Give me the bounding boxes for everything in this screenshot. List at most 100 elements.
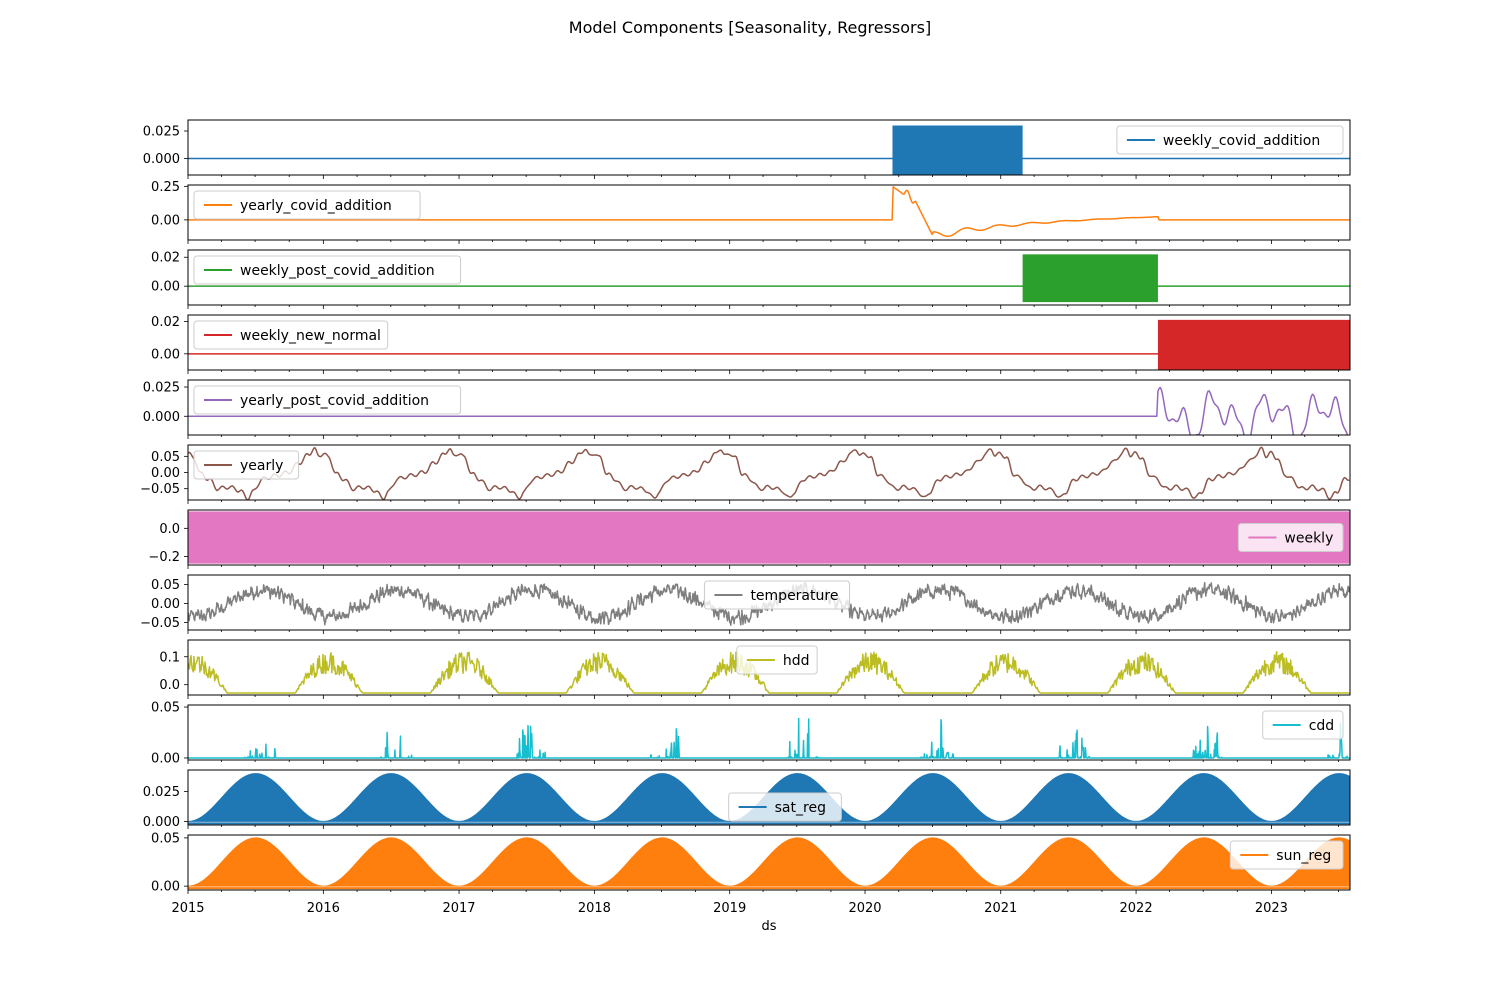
legend-box: [193, 190, 421, 220]
y-tick-label: −0.2: [148, 550, 180, 565]
panel-weekly_covid_addition: 0.025 0.000 weekly_covid_addition: [143, 119, 1351, 179]
series-band-weekly: [188, 511, 1350, 564]
panel-cdd: 0.05 0.00 cdd: [151, 701, 1351, 766]
legend-label: sat_reg: [775, 800, 826, 816]
y-tick-label: 0.00: [151, 597, 180, 612]
legend-weekly: weekly: [1237, 523, 1344, 552]
legend-label: yearly_post_covid_addition: [240, 393, 429, 409]
legend-box: [1116, 125, 1344, 155]
panel-yearly_post_covid_addition: 0.025 0.000 yearly_post_covid_addition: [143, 379, 1351, 439]
axes-frame: [187, 509, 1351, 566]
legend-box: [736, 645, 818, 675]
y-tick-label: 0.05: [151, 831, 180, 846]
x-tick-label: 2019: [713, 901, 746, 916]
legend-sat_reg: sat_reg: [728, 792, 842, 822]
legend-label: weekly: [1284, 531, 1333, 547]
x-tick-label: 2020: [848, 901, 881, 916]
y-tick-label: 0.0: [159, 522, 180, 537]
panel-weekly_post_covid_addition: 0.02 0.00 weekly_post_covid_addition: [151, 249, 1351, 309]
panel-yearly: 0.050.00−0.05 yearly: [140, 444, 1351, 504]
legend-weekly_new_normal: weekly_new_normal: [193, 320, 389, 350]
y-tick-label: −0.05: [140, 482, 180, 497]
y-tick-label: 0.000: [143, 152, 180, 167]
legend-box: [1237, 523, 1344, 552]
x-tick-label: 2023: [1255, 901, 1288, 916]
panel-weekly: 0.0 −0.2 weekly: [148, 509, 1351, 569]
y-tick-label: 0.05: [151, 450, 180, 465]
plot-area: [188, 254, 1350, 303]
y-tick-label: 0.000: [143, 410, 180, 425]
axes-frame: [187, 249, 1351, 306]
series-line-yearly_covid_addition: [188, 186, 1350, 238]
axes-frame: [187, 639, 1351, 696]
legend-box: [193, 320, 389, 350]
plot-area: [188, 837, 1350, 890]
axes-frame: [187, 704, 1351, 761]
panel-temperature: 0.05 0.00 −0.05 temperature: [140, 574, 1351, 634]
legend-label: temperature: [750, 588, 838, 604]
plot-area: [188, 650, 1350, 694]
y-tick-label: 0.1: [159, 650, 180, 665]
y-tick-label: 0.00: [151, 347, 180, 362]
plot-area: [188, 186, 1350, 238]
plot-area: [188, 386, 1349, 435]
legend-weekly_post_covid_addition: weekly_post_covid_addition: [193, 255, 462, 285]
legend-label: weekly_new_normal: [240, 328, 381, 344]
series-band-weekly_covid_addition: [892, 125, 1023, 175]
legend-box: [193, 255, 462, 285]
y-tick-label: 0.0: [159, 678, 180, 693]
legend-weekly_covid_addition: weekly_covid_addition: [1116, 125, 1344, 155]
x-tick-label: 2021: [984, 901, 1017, 916]
legend-yearly_post_covid_addition: yearly_post_covid_addition: [193, 385, 462, 415]
y-tick-label: 0.02: [151, 251, 180, 266]
x-tick-label: 2017: [442, 901, 475, 916]
x-tick-label: 2018: [578, 901, 611, 916]
y-tick-label: 0.00: [151, 213, 180, 228]
axes-frame: [187, 184, 1351, 241]
axes-frame: [187, 574, 1351, 631]
legend-box: [1262, 710, 1344, 740]
y-tick-label: 0.00: [151, 466, 180, 481]
y-tick-label: 0.025: [143, 785, 180, 800]
panel-weekly_new_normal: 0.02 0.00 weekly_new_normal: [151, 314, 1351, 374]
legend-box: [728, 792, 842, 822]
legend-cdd: cdd: [1262, 710, 1344, 740]
axes-frame: [187, 119, 1351, 176]
y-tick-label: 0.02: [151, 315, 180, 330]
plot-area: [188, 717, 1350, 759]
legend-yearly: yearly: [193, 450, 300, 480]
panel-sat_reg: 0.025 0.000 sat_reg: [143, 769, 1351, 830]
legend-label: yearly_covid_addition: [240, 198, 392, 214]
legend-box: [193, 385, 462, 415]
legend-label: cdd: [1309, 718, 1334, 734]
legend-box: [193, 450, 300, 480]
y-tick-label: 0.00: [151, 280, 180, 295]
legend-label: yearly: [240, 458, 283, 474]
axes-frame: [187, 379, 1351, 436]
y-tick-label: 0.000: [143, 815, 180, 830]
legend-hdd: hdd: [736, 645, 818, 675]
axes-frame: [187, 314, 1351, 371]
legend-label: weekly_post_covid_addition: [240, 263, 435, 279]
legend-label: hdd: [783, 653, 810, 669]
y-tick-label: 0.025: [143, 381, 180, 396]
legend-box: [703, 580, 851, 610]
legend-yearly_covid_addition: yearly_covid_addition: [193, 190, 421, 220]
legend-label: sun_reg: [1276, 848, 1331, 864]
series-line-yearly: [188, 446, 1350, 500]
x-axis-label: ds: [761, 919, 776, 934]
legend-temperature: temperature: [703, 580, 851, 610]
y-tick-label: −0.05: [140, 616, 180, 631]
panel-yearly_covid_addition: 0.25 0.00 yearly_covid_addition: [151, 180, 1351, 244]
y-tick-label: 0.00: [151, 880, 180, 895]
series-area-sun_reg: [188, 837, 1350, 887]
y-tick-label: 0.05: [151, 578, 180, 593]
panels: 0.025 0.000 weekly_covid_addition 0.25 0.00 y…: [140, 119, 1351, 916]
x-tick-label: 2016: [307, 901, 340, 916]
legend-label: weekly_covid_addition: [1163, 133, 1320, 149]
series-band-weekly_post_covid_addition: [1022, 254, 1158, 303]
axes-frame: [187, 769, 1351, 826]
series-line-cdd: [188, 717, 1350, 759]
legend-box: [1229, 840, 1344, 870]
